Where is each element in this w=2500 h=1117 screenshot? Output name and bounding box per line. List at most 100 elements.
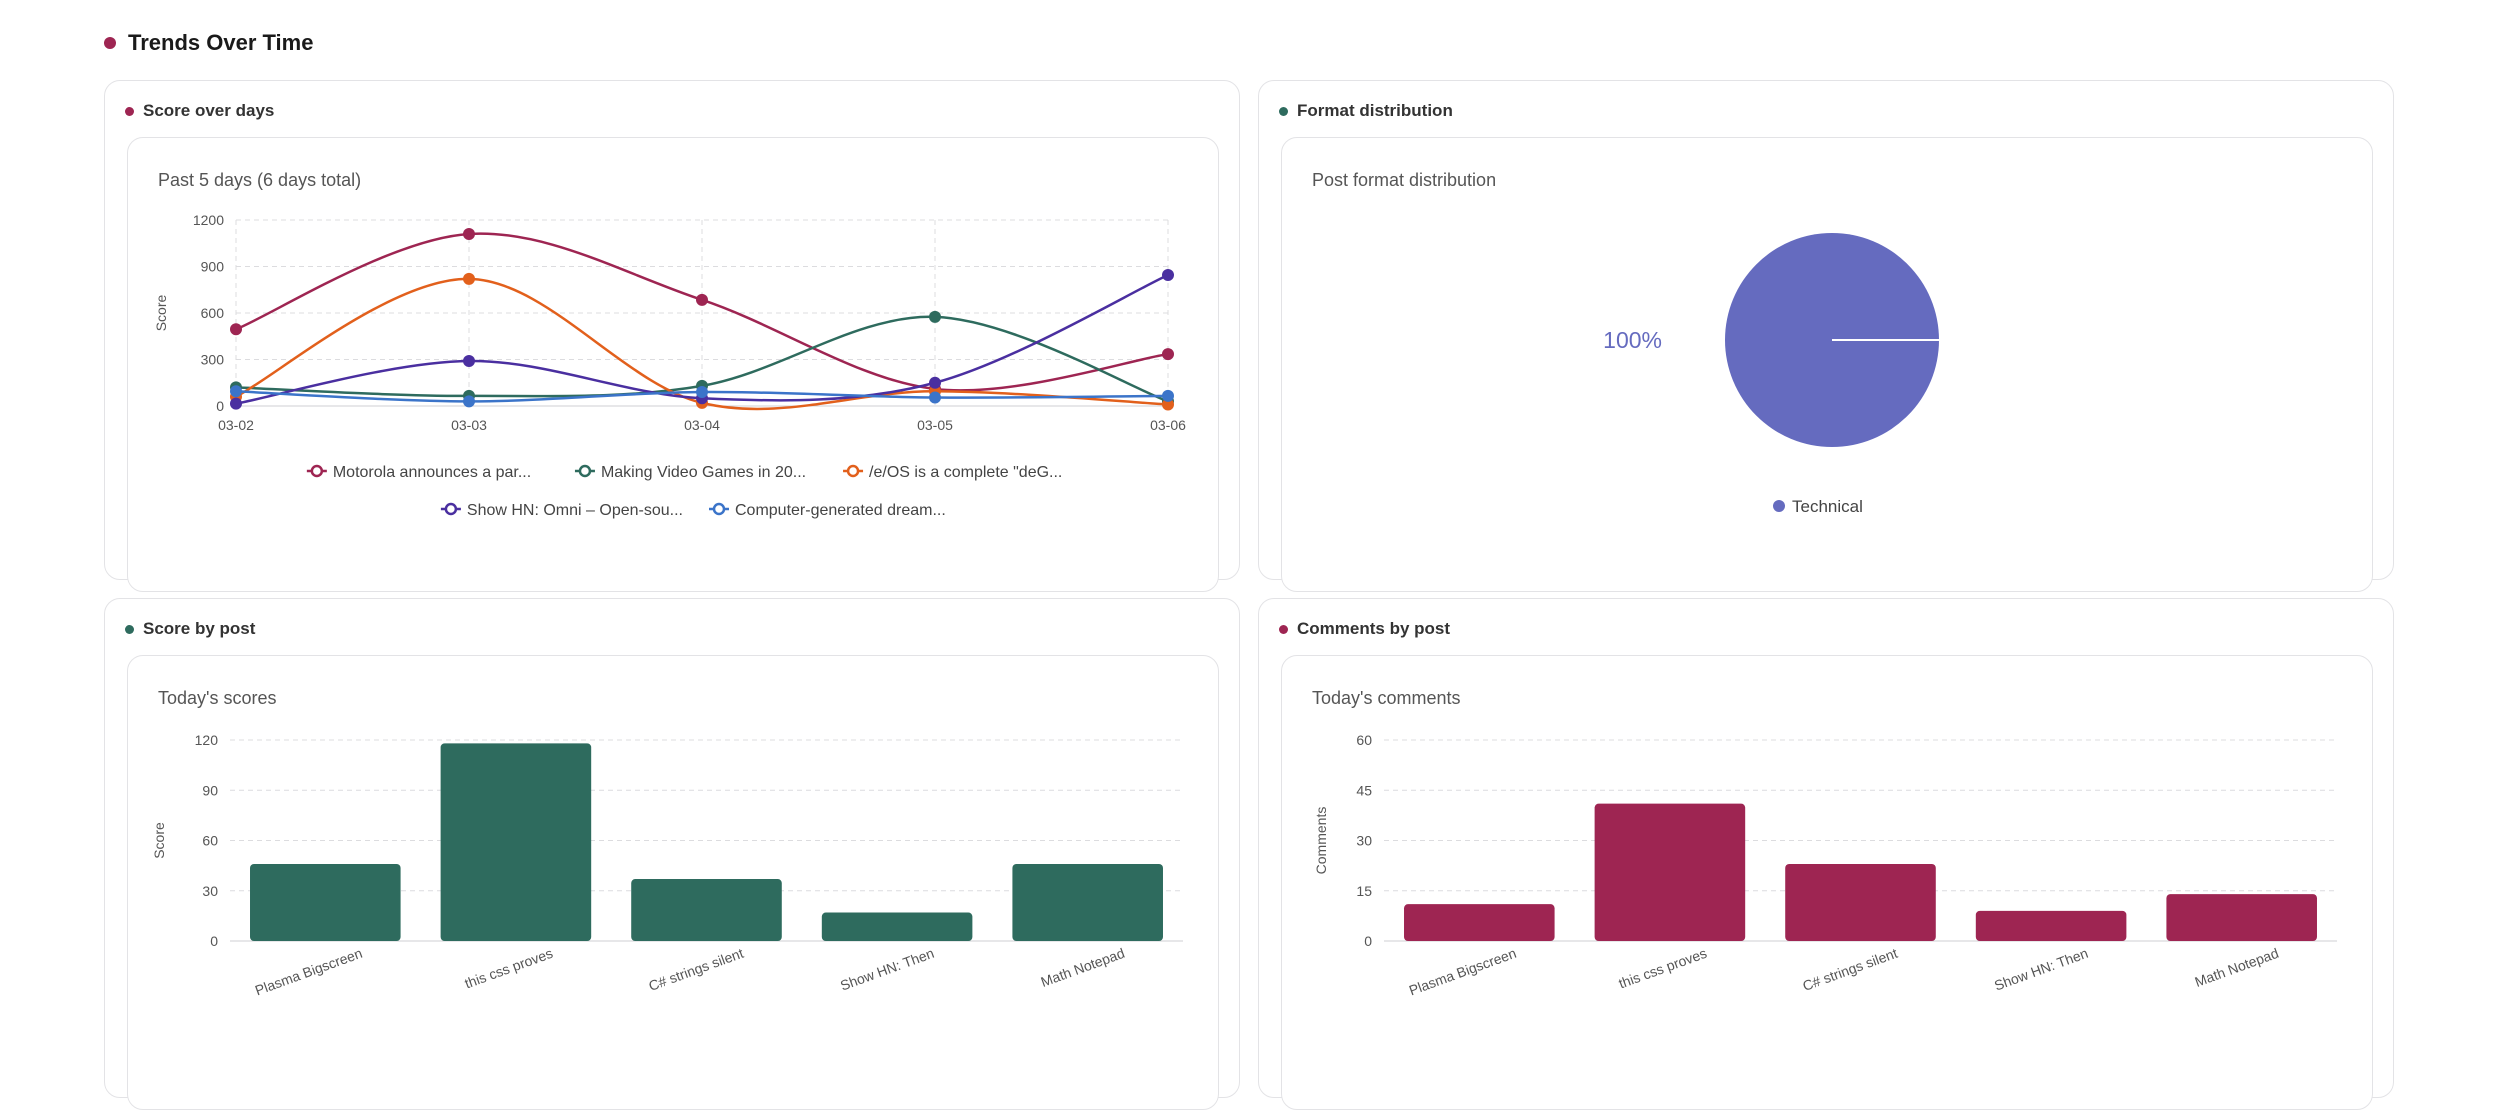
x-tick-label: C# strings silent bbox=[646, 945, 745, 994]
y-tick-label: 60 bbox=[202, 833, 218, 849]
x-tick-label: Math Notepad bbox=[1039, 945, 1127, 990]
chart-panel: Past 5 days (6 days total) 0 300 600 900 120… bbox=[127, 137, 1219, 592]
y-tick-label: 60 bbox=[1356, 732, 1372, 748]
chart-panel: Today's comments 0 15 30 45 60 Comments Plasma… bbox=[1281, 655, 2373, 1110]
card-dot bbox=[125, 106, 134, 116]
data-point bbox=[1162, 389, 1174, 402]
data-point bbox=[696, 293, 708, 306]
y-tick-label: 120 bbox=[195, 732, 219, 748]
pie-percent-label: 100% bbox=[1603, 327, 1662, 353]
y-tick-label: 15 bbox=[1356, 883, 1372, 899]
section-dot bbox=[104, 37, 116, 49]
y-tick-label: 600 bbox=[201, 305, 225, 321]
bar bbox=[1012, 863, 1163, 941]
card-header: Format distribution bbox=[1279, 101, 1453, 121]
card-header: Comments by post bbox=[1279, 619, 1450, 639]
bar bbox=[1594, 803, 1746, 941]
data-point bbox=[230, 397, 242, 410]
x-tick-label: C# strings silent bbox=[1800, 945, 1899, 994]
x-tick-label: 03-05 bbox=[917, 417, 953, 433]
line-chart: 0 300 600 900 1200 03-02 03-03 03-04 03-05 03-06 S… bbox=[153, 212, 1186, 519]
card-label: Score over days bbox=[143, 101, 275, 120]
legend-swatch bbox=[1773, 500, 1785, 512]
score-bar-chart: 0 30 60 90 120 Score Plasma Bigscreen this css … bbox=[151, 732, 1183, 999]
card-label: Score by post bbox=[143, 619, 256, 638]
y-tick-label: 45 bbox=[1356, 782, 1372, 798]
card-header: Score over days bbox=[125, 101, 274, 121]
data-point bbox=[230, 385, 242, 398]
legend-label: Making Video Games in 20... bbox=[601, 464, 806, 481]
bar bbox=[821, 912, 973, 941]
y-tick-label: 0 bbox=[216, 398, 224, 414]
card-dot bbox=[125, 624, 134, 634]
legend-label: Show HN: Omni – Open-sou... bbox=[467, 502, 683, 519]
card-label: Comments by post bbox=[1297, 619, 1451, 638]
x-tick-label: 03-02 bbox=[218, 417, 254, 433]
x-tick-label: Show HN: Then bbox=[838, 945, 936, 994]
section-title: Trends Over Time bbox=[128, 30, 314, 55]
chart-subtitle: Today's comments bbox=[1312, 688, 1461, 708]
data-point bbox=[929, 391, 941, 404]
legend-label: /e/OS is a complete "deG... bbox=[869, 464, 1062, 481]
x-tick-label: 03-04 bbox=[684, 417, 720, 433]
bar bbox=[440, 743, 592, 941]
chart-subtitle: Past 5 days (6 days total) bbox=[158, 170, 362, 190]
y-tick-label: 0 bbox=[1364, 933, 1372, 949]
data-point bbox=[1162, 269, 1174, 282]
legend-swatch-marker bbox=[846, 464, 860, 478]
x-tick-label: this css proves bbox=[1616, 945, 1708, 992]
format-distribution-card: Format distribution Post format distribu… bbox=[1258, 80, 2394, 592]
bar bbox=[631, 879, 782, 941]
x-tick-label: Plasma Bigscreen bbox=[1407, 945, 1518, 999]
y-tick-label: 30 bbox=[202, 883, 218, 899]
legend-swatch-marker bbox=[578, 464, 592, 478]
x-tick-label: Plasma Bigscreen bbox=[253, 945, 364, 999]
legend-label: Technical bbox=[1792, 497, 1863, 516]
chart-subtitle: Today's scores bbox=[158, 688, 277, 708]
chart-panel: Today's scores 0 30 60 90 120 Score Plasma Big… bbox=[127, 655, 1219, 1110]
legend-label: Computer-generated dream... bbox=[735, 502, 946, 519]
data-point bbox=[463, 227, 475, 240]
comments-bar-chart: 0 15 30 45 60 Comments Plasma Bigscreen this cs… bbox=[1313, 732, 2337, 999]
chart-subtitle: Post format distribution bbox=[1312, 170, 1497, 190]
card-dot bbox=[1279, 106, 1288, 116]
comments-by-post-card: Comments by post Today's comments 0 15 30 4… bbox=[1258, 598, 2394, 1110]
x-tick-label: Math Notepad bbox=[2193, 945, 2281, 990]
x-tick-label: 03-06 bbox=[1150, 417, 1186, 433]
data-point bbox=[1162, 398, 1174, 411]
data-point bbox=[463, 355, 475, 368]
score-by-post-card: Score by post Today's scores 0 30 60 90 120 S… bbox=[104, 598, 1240, 1110]
y-tick-label: 300 bbox=[201, 352, 225, 368]
card-label: Format distribution bbox=[1297, 101, 1453, 120]
y-tick-label: 900 bbox=[201, 259, 225, 275]
data-point bbox=[1162, 348, 1174, 361]
bar bbox=[250, 863, 401, 941]
y-axis-label: Score bbox=[153, 295, 169, 332]
y-axis-label: Score bbox=[151, 822, 167, 859]
bar bbox=[1975, 910, 2127, 941]
bar bbox=[2166, 894, 2317, 941]
data-point bbox=[463, 272, 475, 285]
legend-swatch-marker bbox=[444, 502, 458, 516]
data-point bbox=[230, 323, 242, 336]
y-tick-label: 0 bbox=[210, 933, 218, 949]
y-axis-label: Comments bbox=[1313, 807, 1329, 875]
data-point bbox=[696, 386, 708, 399]
section-header: Trends Over Time bbox=[104, 30, 313, 56]
legend-swatch-marker bbox=[310, 464, 324, 478]
x-tick-label: 03-03 bbox=[451, 417, 487, 433]
y-tick-label: 30 bbox=[1356, 833, 1372, 849]
y-tick-label: 1200 bbox=[193, 212, 224, 228]
legend-swatch-marker bbox=[712, 502, 726, 516]
data-point bbox=[929, 376, 941, 389]
data-point bbox=[463, 395, 475, 408]
card-dot bbox=[1279, 624, 1288, 634]
pie-chart: 100% Technical bbox=[1603, 233, 1939, 516]
x-tick-label: this css proves bbox=[462, 945, 554, 992]
legend-label: Motorola announces a par... bbox=[333, 464, 531, 481]
y-tick-label: 90 bbox=[202, 782, 218, 798]
card-header: Score by post bbox=[125, 619, 255, 639]
data-point bbox=[929, 310, 941, 323]
bar bbox=[1785, 863, 1936, 941]
x-tick-label: Show HN: Then bbox=[1992, 945, 2090, 994]
